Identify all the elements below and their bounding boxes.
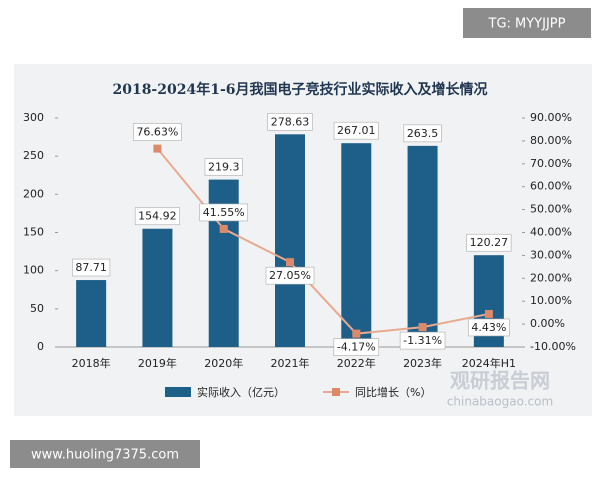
y2-tick-label: 50.00%	[530, 203, 572, 216]
y-tick-label: 200	[23, 187, 44, 200]
value-label: 76.63%	[136, 126, 178, 139]
y2-tick-label: 10.00%	[530, 294, 572, 307]
line-marker	[219, 224, 228, 233]
x-tick-label: 2019年	[138, 356, 177, 370]
value-label: 267.01	[337, 124, 376, 137]
value-label-box	[399, 331, 446, 350]
value-label: 278.63	[271, 115, 310, 128]
x-tick-label: 2021年	[271, 356, 310, 370]
url-text: www.huoling7375.com	[31, 448, 179, 463]
value-label: -1.31%	[403, 334, 442, 347]
line-marker	[418, 323, 427, 332]
y-tick-label: 0	[37, 340, 44, 353]
line-marker	[352, 329, 361, 338]
tag-box	[463, 8, 591, 38]
watermark-url: chinabaogao.com	[447, 395, 553, 409]
value-label-box	[468, 318, 510, 337]
value-label-box	[199, 203, 248, 222]
y2-tick-label: 0.00%	[530, 317, 565, 330]
bar	[341, 143, 372, 347]
y2-tick-label: 90.00%	[530, 111, 572, 124]
value-label-box	[204, 158, 243, 176]
value-label-box	[265, 266, 315, 285]
value-label-box	[333, 121, 379, 140]
chart-title: 2018-2024年1-6月我国电子竞技行业实际收入及增长情况	[112, 81, 487, 98]
y2-tick-label: 40.00%	[530, 226, 572, 239]
value-label: 263.5	[407, 127, 439, 140]
bar	[142, 228, 173, 347]
line-marker	[286, 258, 294, 267]
value-label: 219.3	[208, 161, 240, 174]
legend-label: 实际收入（亿元）	[197, 385, 285, 399]
value-label: 41.55%	[203, 206, 245, 219]
value-label: 4.43%	[471, 321, 506, 334]
bar	[275, 134, 305, 347]
y-tick-label: 250	[23, 149, 44, 162]
value-label-box	[403, 124, 442, 143]
value-label: 120.27	[470, 236, 509, 249]
value-label: 27.05%	[269, 269, 311, 282]
y2-tick-label: 70.00%	[530, 157, 572, 170]
value-label-box	[466, 233, 512, 252]
y2-tick-label: 30.00%	[530, 248, 572, 261]
value-label: -4.17%	[337, 341, 376, 354]
value-label: 87.71	[75, 261, 107, 274]
x-tick-label: 2022年	[337, 356, 376, 370]
y-tick-label: 50	[30, 302, 44, 315]
x-tick-label: 2020年	[204, 356, 243, 370]
value-label-box	[267, 113, 313, 131]
y2-tick-label: 20.00%	[530, 271, 572, 284]
y-tick-label: 100	[23, 264, 44, 277]
x-tick-label: 2024年H1	[462, 356, 516, 370]
y-tick-label: 300	[23, 111, 44, 124]
x-tick-label: 2018年	[72, 356, 111, 370]
bar	[76, 280, 107, 347]
x-tick-label: 2023年	[403, 356, 442, 370]
y2-tick-label: 80.00%	[530, 134, 572, 147]
line-marker	[484, 309, 493, 318]
y2-tick-label: -10.00%	[530, 340, 576, 353]
y-tick-label: 150	[23, 226, 44, 239]
watermark-name: 观研报告网	[450, 369, 550, 393]
y2-tick-label: 60.00%	[530, 180, 572, 193]
value-label-box	[333, 338, 380, 356]
legend-swatch	[165, 387, 191, 397]
line-marker	[153, 144, 162, 153]
url-box	[10, 440, 200, 468]
bar	[407, 145, 438, 347]
value-label: 154.92	[138, 210, 177, 223]
value-label-box	[133, 123, 182, 141]
value-label-box	[134, 207, 180, 226]
legend-swatch	[332, 388, 340, 396]
value-label-box	[72, 258, 111, 277]
legend-label: 同比增长（%）	[355, 385, 431, 399]
tag-text: TG: MYYJJPP	[488, 17, 566, 32]
